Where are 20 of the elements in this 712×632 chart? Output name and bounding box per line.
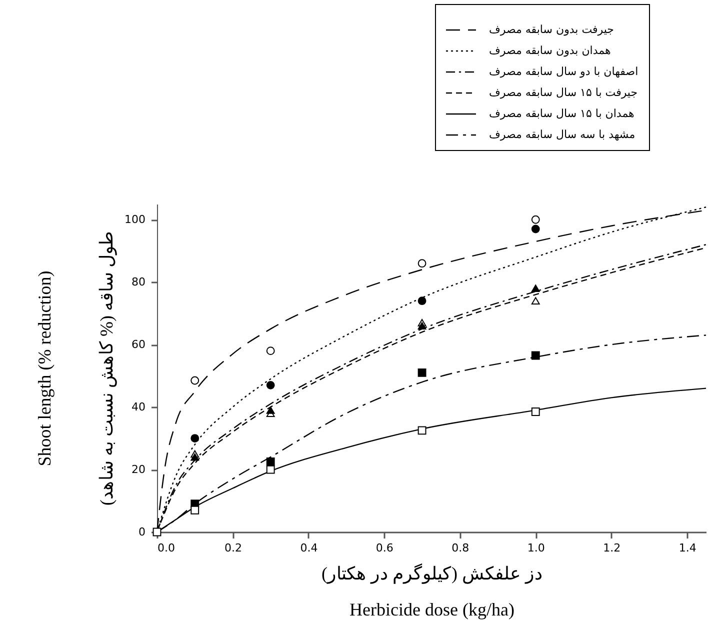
legend-label: مشهد با سه سال سابقه مصرف [489,128,636,141]
y-tick-label: 100 [124,213,146,226]
x-tick-label: 1.0 [527,542,545,554]
legend-label: اصفهان با دو سال سابقه مصرف [489,65,638,78]
y-tick-label: 20 [132,463,146,476]
legend-label: جیرفت بدون سابقه مصرف [489,23,614,36]
legend-label: جیرفت با ۱۵ سال سابقه مصرف [489,86,638,99]
y-tick-label: 40 [132,400,146,414]
y-tick-label: 60 [132,338,146,352]
legend-label: همدان با ۱۵ سال سابقه مصرف [489,107,635,120]
legend-label: همدان بدون سابقه مصرف [489,44,611,57]
x-tick-label: 0.6 [376,542,394,554]
x-tick-label: 0.2 [224,542,242,554]
x-tick-label: 0.0 [158,542,175,554]
x-tick-label: 0.8 [452,542,470,554]
x-tick-label: 1.2 [603,542,621,554]
y-tick-label: 0 [138,526,146,538]
x-tick-label: 0.4 [300,542,318,554]
y-tick-label: 80 [132,276,146,289]
x-tick-label: 1.4 [678,542,696,554]
